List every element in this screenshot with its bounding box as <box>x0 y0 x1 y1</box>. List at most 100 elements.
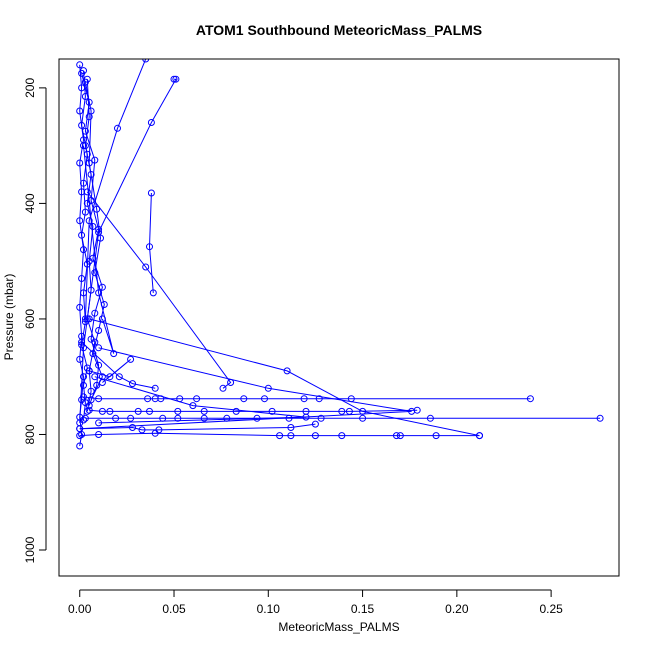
y-tick-label: 400 <box>23 193 37 213</box>
series-line <box>89 359 131 383</box>
data-point <box>276 432 284 440</box>
data-point <box>526 395 534 403</box>
x-axis: 0.00 0.05 0.10 0.15 0.20 0.25 <box>68 589 563 616</box>
data-point <box>106 373 114 381</box>
data-point <box>138 426 146 434</box>
data-point <box>110 350 118 358</box>
series-layer <box>76 59 604 450</box>
data-point <box>80 373 87 381</box>
series-line <box>83 396 531 400</box>
data-point <box>261 395 268 403</box>
x-tick-label: 0.10 <box>257 602 281 616</box>
data-point <box>147 119 155 126</box>
data-point <box>264 384 272 392</box>
chart-title: ATOM1 Southbound MeteoricMass_PALMS <box>196 22 482 38</box>
data-point <box>78 231 86 239</box>
data-point <box>146 407 153 415</box>
data-point <box>91 373 99 381</box>
data-point <box>80 179 87 187</box>
series-line <box>148 192 154 293</box>
data-point <box>268 407 276 415</box>
data-point <box>311 420 319 428</box>
series-line <box>79 347 412 430</box>
y-tick-label: 800 <box>23 424 37 444</box>
data-point <box>115 373 123 381</box>
x-tick-label: 0.15 <box>351 602 375 616</box>
data-point <box>129 424 136 431</box>
data-point <box>95 395 103 403</box>
data-point <box>287 432 295 440</box>
data-point <box>142 263 150 271</box>
series-line <box>86 191 232 389</box>
data-point <box>81 315 89 323</box>
data-point <box>146 243 153 251</box>
data-point <box>302 413 310 421</box>
data-point <box>78 275 86 282</box>
y-tick-label: 200 <box>23 78 37 98</box>
data-point <box>87 107 95 115</box>
data-point <box>200 414 208 422</box>
data-point <box>149 289 157 297</box>
x-axis-label: MeteoricMass_PALMS <box>278 620 399 634</box>
data-point <box>338 432 346 440</box>
x-tick-label: 0.05 <box>162 602 186 616</box>
data-point <box>80 142 87 150</box>
y-axis-label: Pressure (mbar) <box>2 274 16 361</box>
data-point <box>142 59 150 63</box>
data-point <box>200 407 208 415</box>
data-point <box>287 424 295 431</box>
series-line <box>84 59 147 319</box>
data-point <box>127 355 135 363</box>
data-point <box>95 289 103 297</box>
data-point <box>315 395 323 403</box>
data-point <box>426 414 434 422</box>
data-point <box>81 208 89 216</box>
data-point <box>91 269 99 277</box>
data-point <box>338 407 346 415</box>
data-point <box>193 395 201 403</box>
data-point <box>95 228 103 236</box>
data-point <box>170 75 178 83</box>
data-point <box>432 432 440 440</box>
y-axis: 200 400 600 800 1000 <box>23 78 47 563</box>
data-point <box>76 425 84 433</box>
data-point <box>112 414 120 422</box>
data-point <box>155 426 163 434</box>
data-point <box>76 432 84 440</box>
data-point <box>91 309 99 317</box>
y-tick-label: 600 <box>23 309 37 329</box>
data-point <box>76 217 84 225</box>
data-point <box>317 414 325 422</box>
data-point <box>89 254 97 262</box>
x-tick-label: 0.25 <box>539 602 563 616</box>
data-point <box>172 75 180 83</box>
data-point <box>393 432 400 440</box>
data-point <box>151 384 159 392</box>
data-point <box>174 414 182 422</box>
data-point <box>98 407 106 415</box>
series-line <box>79 78 177 423</box>
series-line <box>89 318 480 437</box>
data-point <box>85 159 93 167</box>
data-point <box>81 78 89 86</box>
series-line <box>94 376 307 424</box>
data-point <box>91 156 99 164</box>
data-point <box>129 380 136 388</box>
data-point <box>87 396 95 404</box>
data-point <box>300 395 308 403</box>
data-point <box>81 414 89 422</box>
data-point <box>283 367 291 375</box>
data-point <box>476 432 483 440</box>
data-point <box>78 121 86 129</box>
data-point <box>78 338 86 346</box>
data-point <box>85 217 93 225</box>
x-tick-label: 0.00 <box>68 602 92 616</box>
data-point <box>81 127 89 135</box>
data-point <box>85 406 93 414</box>
series-line <box>89 409 418 412</box>
data-point <box>95 419 103 427</box>
data-point <box>76 159 84 167</box>
data-point <box>76 107 84 115</box>
series-line <box>84 82 105 401</box>
data-point <box>232 407 240 415</box>
